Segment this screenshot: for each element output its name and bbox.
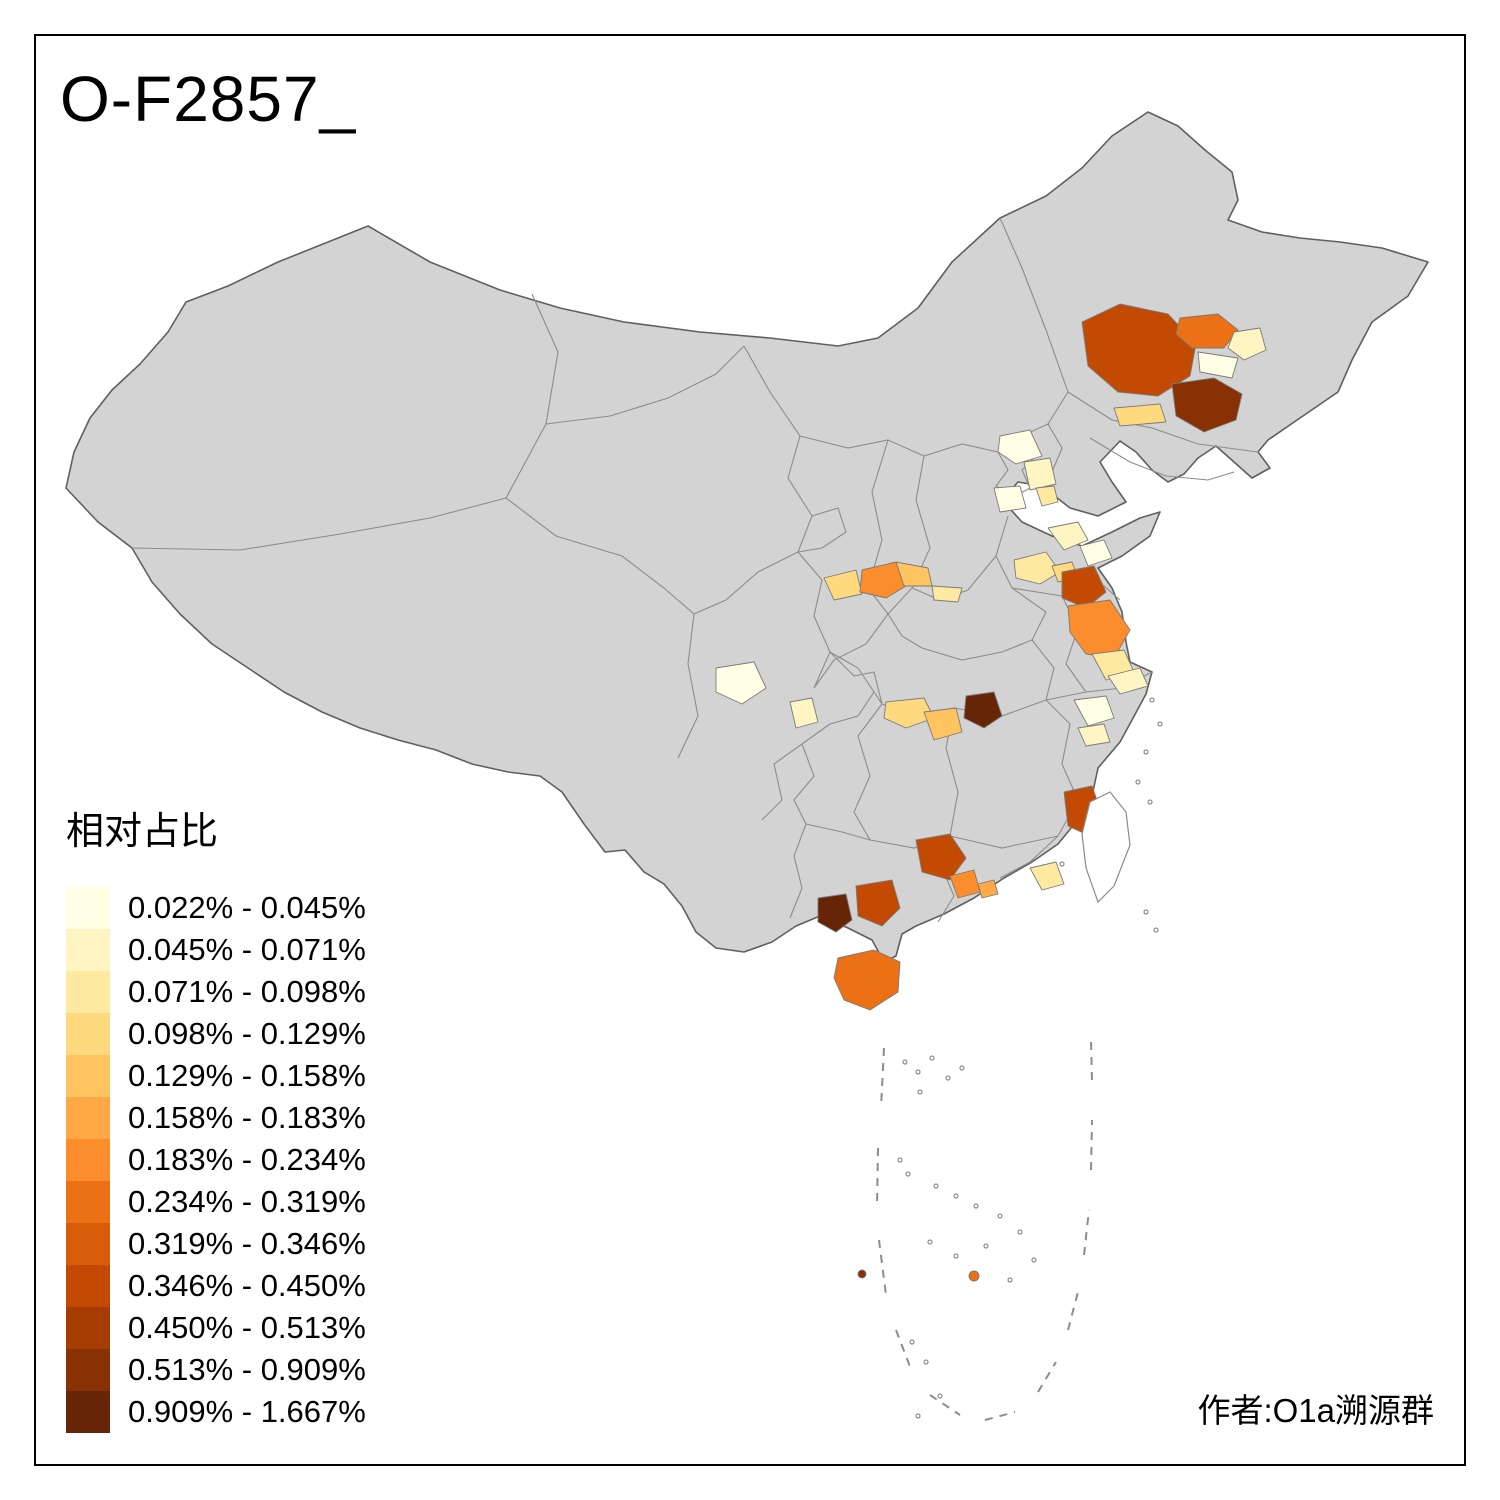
map-region bbox=[1061, 565, 1107, 609]
map-region bbox=[963, 691, 1003, 729]
legend-bin-label: 0.513% - 0.909% bbox=[128, 1352, 366, 1387]
map-region bbox=[923, 707, 963, 741]
legend-swatch bbox=[66, 1013, 110, 1055]
legend-row: 0.022% - 0.045% bbox=[66, 887, 366, 929]
map-region bbox=[855, 879, 901, 927]
legend-row: 0.346% - 0.450% bbox=[66, 1265, 366, 1307]
map-region bbox=[817, 893, 853, 933]
map-region bbox=[1077, 723, 1111, 747]
legend-bin-label: 0.071% - 0.098% bbox=[128, 974, 366, 1009]
author-attribution: 作者:O1a溯源群 bbox=[1197, 1392, 1434, 1429]
legend-swatch bbox=[66, 1223, 110, 1265]
legend-bin-label: 0.129% - 0.158% bbox=[128, 1058, 366, 1093]
legend-swatch bbox=[66, 1181, 110, 1223]
legend-row: 0.513% - 0.909% bbox=[66, 1349, 366, 1391]
map-region bbox=[993, 485, 1027, 513]
map-region bbox=[833, 949, 901, 1011]
legend-swatch bbox=[66, 1391, 110, 1433]
map-region bbox=[1035, 485, 1059, 507]
legend-swatch bbox=[66, 1055, 110, 1097]
map-region bbox=[859, 561, 907, 599]
map-region bbox=[823, 569, 863, 601]
map-region bbox=[1081, 303, 1197, 397]
legend-row: 0.909% - 1.667% bbox=[66, 1391, 366, 1433]
map-region bbox=[1175, 313, 1239, 349]
legend-row: 0.158% - 0.183% bbox=[66, 1097, 366, 1139]
map-region bbox=[789, 697, 819, 729]
legend-swatch bbox=[66, 929, 110, 971]
legend-row: 0.450% - 0.513% bbox=[66, 1307, 366, 1349]
legend-bin-label: 0.022% - 0.045% bbox=[128, 890, 366, 925]
map-legend: 相对占比 0.022% - 0.045% 0.045% - 0.071% 0.0… bbox=[66, 800, 366, 1433]
map-region bbox=[1227, 327, 1267, 361]
map-region bbox=[1113, 403, 1167, 427]
legend-bin-label: 0.450% - 0.513% bbox=[128, 1310, 366, 1345]
map-region bbox=[883, 697, 935, 729]
legend-bin-label: 0.098% - 0.129% bbox=[128, 1016, 366, 1051]
map-region bbox=[857, 1269, 867, 1279]
legend-swatch bbox=[66, 1139, 110, 1181]
legend-row: 0.071% - 0.098% bbox=[66, 971, 366, 1013]
legend-bin-label: 0.319% - 0.346% bbox=[128, 1226, 366, 1261]
legend-bin-label: 0.158% - 0.183% bbox=[128, 1100, 366, 1135]
choropleth-regions bbox=[715, 303, 1267, 1282]
legend-row: 0.183% - 0.234% bbox=[66, 1139, 366, 1181]
map-region bbox=[1197, 351, 1239, 379]
legend-swatch bbox=[66, 887, 110, 929]
legend-swatch bbox=[66, 971, 110, 1013]
legend-bin-label: 0.183% - 0.234% bbox=[128, 1142, 366, 1177]
map-region bbox=[997, 429, 1043, 465]
legend-row: 0.234% - 0.319% bbox=[66, 1181, 366, 1223]
map-region bbox=[1171, 377, 1243, 433]
legend-swatch bbox=[66, 1307, 110, 1349]
legend-swatch bbox=[66, 1265, 110, 1307]
map-region bbox=[1047, 521, 1089, 551]
map-region bbox=[931, 585, 963, 603]
map-region bbox=[977, 879, 999, 899]
map-region bbox=[1073, 695, 1115, 727]
map-region bbox=[915, 833, 967, 881]
legend-bin-label: 0.234% - 0.319% bbox=[128, 1184, 366, 1219]
legend-title: 相对占比 bbox=[66, 811, 219, 853]
nine-dash-line bbox=[876, 1041, 1093, 1421]
map-region bbox=[715, 661, 767, 705]
map-region bbox=[968, 1270, 980, 1282]
map-region bbox=[1107, 667, 1149, 695]
island-dots bbox=[897, 697, 1163, 1419]
taiwan-outline bbox=[1081, 791, 1131, 904]
map-region bbox=[1079, 539, 1113, 567]
legend-swatch bbox=[66, 1349, 110, 1391]
legend-row: 0.098% - 0.129% bbox=[66, 1013, 366, 1055]
legend-row: 0.129% - 0.158% bbox=[66, 1055, 366, 1097]
legend-bin-label: 0.909% - 1.667% bbox=[128, 1394, 366, 1429]
page-title: O-F2857_ bbox=[60, 63, 357, 135]
legend-row: 0.045% - 0.071% bbox=[66, 929, 366, 971]
legend-swatch bbox=[66, 1097, 110, 1139]
legend-row: 0.319% - 0.346% bbox=[66, 1223, 366, 1265]
map-region bbox=[1029, 861, 1065, 891]
map-region bbox=[1023, 457, 1057, 491]
legend-bin-label: 0.045% - 0.071% bbox=[128, 932, 366, 967]
map-region bbox=[1013, 551, 1061, 585]
legend-bin-label: 0.346% - 0.450% bbox=[128, 1268, 366, 1303]
